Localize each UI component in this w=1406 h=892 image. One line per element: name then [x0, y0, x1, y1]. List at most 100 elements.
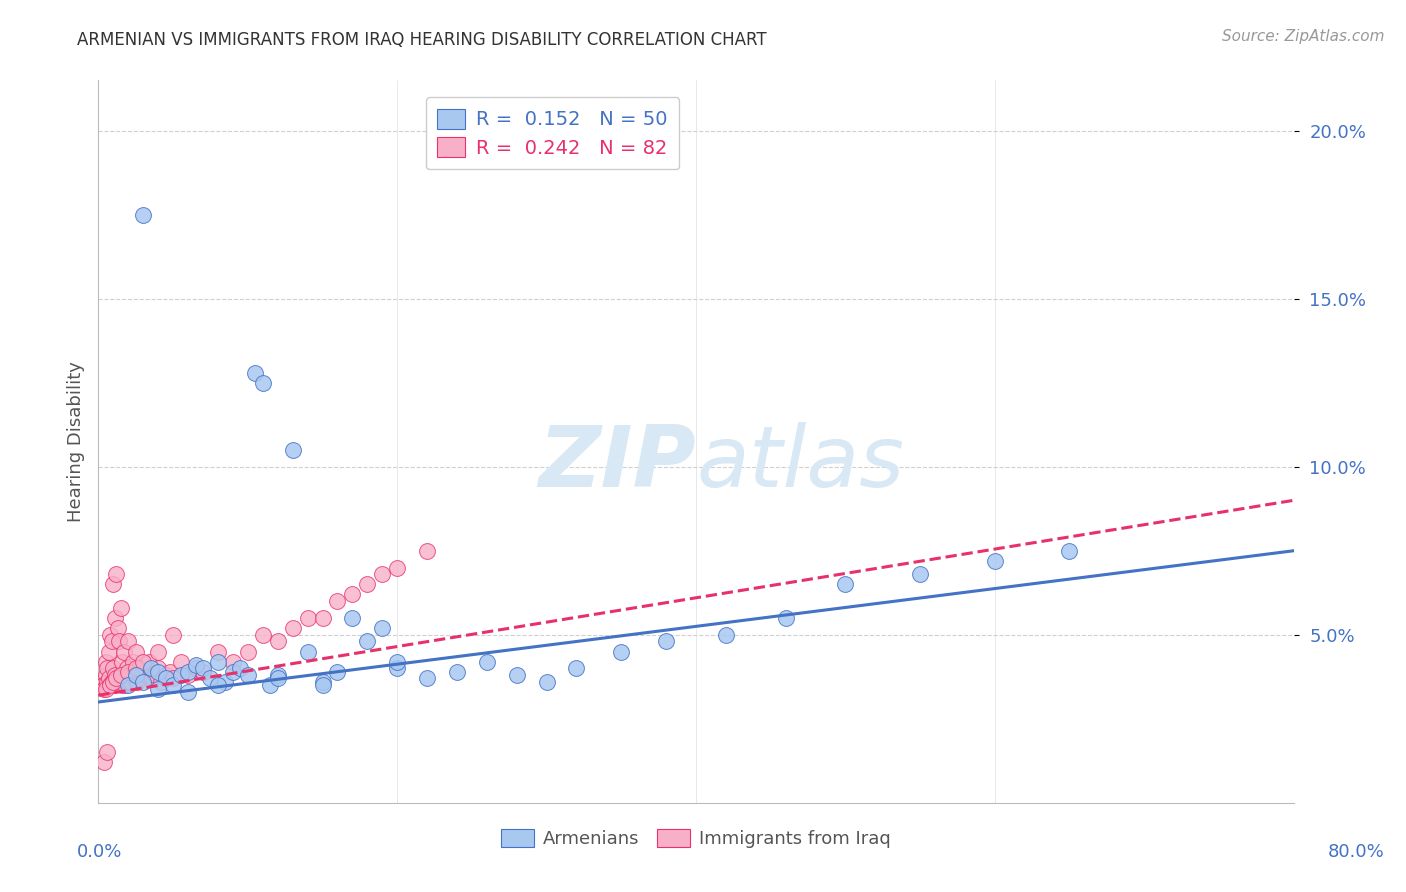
Point	[132, 665, 155, 679]
Point	[267, 668, 290, 682]
Point	[96, 674, 118, 689]
Point	[775, 611, 797, 625]
Point	[371, 567, 394, 582]
Point	[117, 678, 139, 692]
Point	[908, 567, 931, 582]
Point	[446, 665, 468, 679]
Point	[125, 668, 148, 682]
Point	[311, 678, 333, 692]
Point	[236, 668, 259, 682]
Point	[121, 655, 143, 669]
Point	[184, 658, 207, 673]
Point	[111, 655, 134, 669]
Text: atlas: atlas	[696, 422, 904, 505]
Point	[107, 621, 129, 635]
Point	[1059, 543, 1081, 558]
Point	[101, 674, 124, 689]
Point	[150, 674, 173, 689]
Point	[148, 681, 170, 696]
Point	[281, 621, 304, 635]
Point	[96, 661, 118, 675]
Point	[132, 655, 155, 669]
Point	[110, 668, 132, 682]
Point	[297, 644, 319, 658]
Point	[112, 674, 135, 689]
Point	[112, 644, 135, 658]
Point	[236, 644, 259, 658]
Point	[245, 366, 267, 380]
Point	[371, 621, 394, 635]
Point	[169, 668, 191, 682]
Point	[356, 577, 378, 591]
Point	[129, 672, 152, 686]
Point	[222, 655, 245, 669]
Point	[132, 208, 155, 222]
Y-axis label: Hearing Disability: Hearing Disability	[66, 361, 84, 522]
Point	[311, 611, 333, 625]
Point	[111, 678, 134, 692]
Point	[162, 672, 184, 686]
Point	[110, 600, 132, 615]
Point	[214, 674, 236, 689]
Point	[104, 668, 127, 682]
Point	[222, 665, 245, 679]
Point	[125, 661, 148, 675]
Point	[385, 661, 409, 675]
Point	[117, 665, 139, 679]
Point	[97, 644, 120, 658]
Point	[207, 655, 229, 669]
Point	[97, 672, 120, 686]
Point	[169, 655, 191, 669]
Point	[207, 678, 229, 692]
Point	[94, 655, 117, 669]
Point	[326, 665, 349, 679]
Point	[416, 543, 439, 558]
Text: ARMENIAN VS IMMIGRANTS FROM IRAQ HEARING DISABILITY CORRELATION CHART: ARMENIAN VS IMMIGRANTS FROM IRAQ HEARING…	[77, 31, 766, 49]
Text: Source: ZipAtlas.com: Source: ZipAtlas.com	[1222, 29, 1385, 44]
Point	[191, 665, 214, 679]
Point	[155, 668, 177, 682]
Point	[143, 668, 166, 682]
Point	[98, 628, 122, 642]
Point	[385, 560, 409, 574]
Point	[103, 674, 125, 689]
Point	[115, 661, 138, 675]
Point	[356, 634, 378, 648]
Point	[229, 661, 252, 675]
Point	[105, 674, 128, 689]
Point	[91, 678, 114, 692]
Point	[281, 442, 304, 457]
Point	[93, 681, 115, 696]
Point	[565, 661, 588, 675]
Point	[98, 678, 122, 692]
Point	[259, 678, 281, 692]
Point	[834, 577, 856, 591]
Point	[135, 668, 157, 682]
Point	[93, 756, 115, 770]
Point	[114, 672, 136, 686]
Point	[94, 681, 117, 696]
Point	[127, 674, 149, 689]
Point	[200, 672, 222, 686]
Point	[159, 665, 181, 679]
Point	[128, 661, 150, 675]
Point	[138, 655, 160, 669]
Text: 80.0%: 80.0%	[1329, 843, 1385, 861]
Point	[110, 668, 132, 682]
Point	[96, 745, 118, 759]
Point	[297, 611, 319, 625]
Point	[141, 672, 163, 686]
Point	[103, 577, 125, 591]
Point	[124, 668, 146, 682]
Point	[311, 674, 333, 689]
Point	[148, 644, 170, 658]
Point	[184, 661, 207, 675]
Point	[506, 668, 529, 682]
Point	[107, 672, 129, 686]
Point	[714, 628, 737, 642]
Point	[148, 661, 170, 675]
Point	[177, 665, 200, 679]
Point	[177, 685, 200, 699]
Point	[125, 644, 148, 658]
Point	[104, 611, 127, 625]
